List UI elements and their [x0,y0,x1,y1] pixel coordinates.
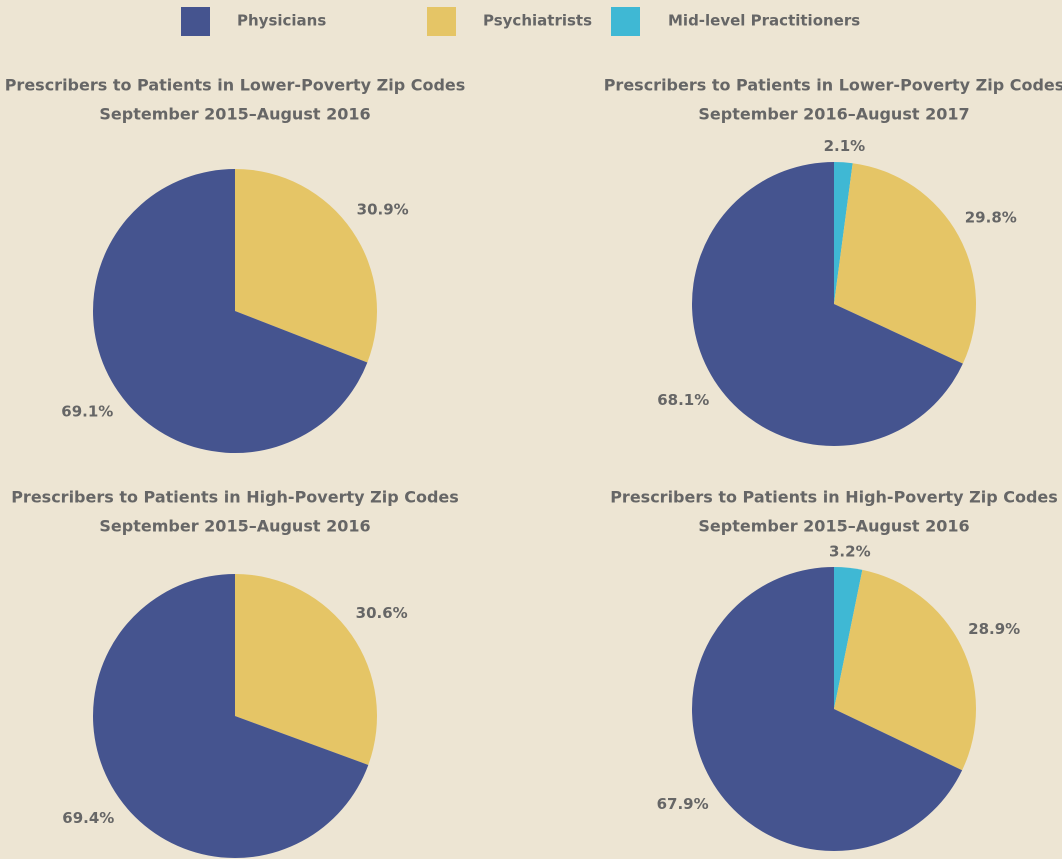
chart-subtitle: September 2015–August 2016 [698,517,969,536]
slice-label: 2.1% [824,137,866,155]
slice-label: 30.6% [356,604,408,622]
pie-slice [834,569,976,771]
chart-title: Prescribers to Patients in High-Poverty … [11,488,459,507]
legend-label: Mid-level Practitioners [668,12,860,30]
chart-subtitle: September 2015–August 2016 [99,105,370,124]
slice-label: 3.2% [829,543,871,561]
pie-slice [93,169,368,453]
chart-title: Prescribers to Patients in Lower-Poverty… [604,76,1062,95]
legend-label: Physicians [237,12,326,30]
slice-label: 68.1% [657,391,709,409]
slice-label: 29.8% [965,208,1017,226]
chart-subtitle: September 2016–August 2017 [698,105,969,124]
pie-slice [834,163,976,364]
pie-slice [691,162,963,446]
pie-slice [834,567,863,709]
slice-label: 69.4% [62,809,114,827]
slice-label: 28.9% [968,620,1020,638]
pie-slice [692,567,963,851]
slice-label: 67.9% [657,795,709,813]
chart-subtitle: September 2015–August 2016 [99,517,370,536]
pie-slice [235,574,377,765]
pie-slice [834,162,853,304]
slice-label: 30.9% [357,200,409,218]
chart-title: Prescribers to Patients in High-Poverty … [610,488,1058,507]
legend-swatch [427,7,456,36]
slice-label: 69.1% [61,403,113,421]
pie-slice [235,169,378,363]
pie-slice [92,574,369,858]
chart-title: Prescribers to Patients in Lower-Poverty… [5,76,466,95]
legend-swatch [611,7,640,36]
legend-label: Psychiatrists [483,12,592,30]
legend-swatch [181,7,210,36]
